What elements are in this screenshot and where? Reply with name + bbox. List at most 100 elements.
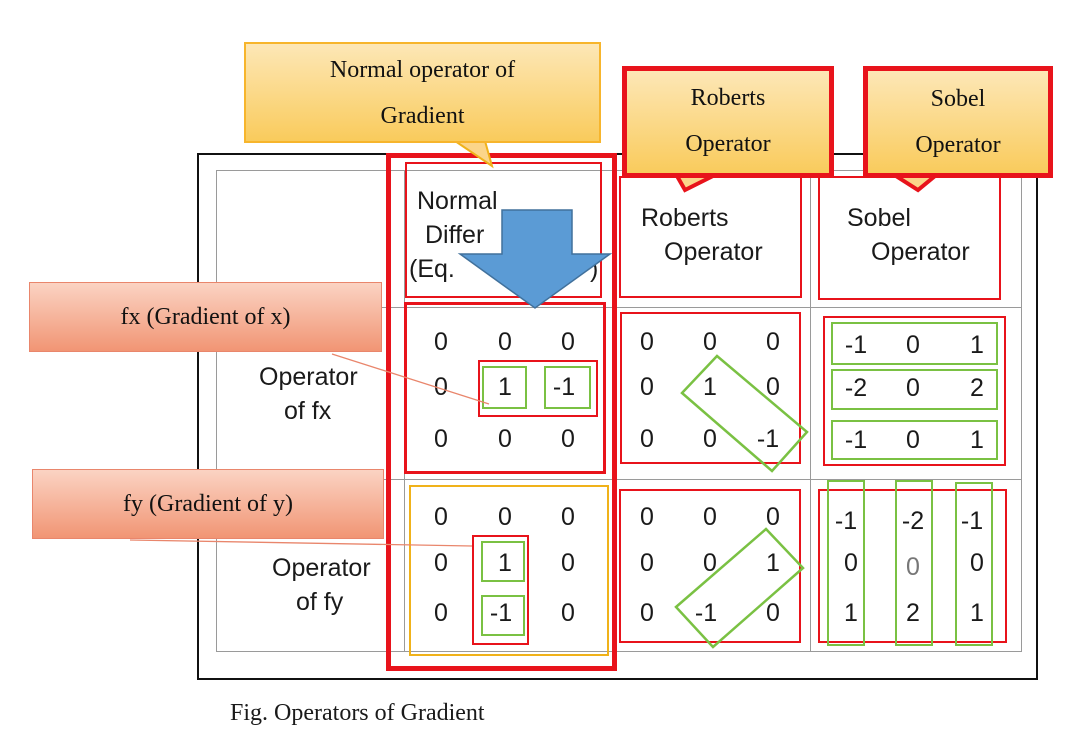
matrix-value: -1 <box>844 331 868 359</box>
matrix-value: 0 <box>766 373 780 401</box>
header-roberts-line2: Operator <box>664 238 763 266</box>
label-fx: fx (Gradient of x) <box>29 282 382 352</box>
matrix-value: 0 <box>970 549 984 577</box>
row-label-fy-line1: Operator <box>272 554 371 582</box>
matrix-value: -1 <box>552 373 576 401</box>
matrix-value: 0 <box>906 553 920 581</box>
connector-line <box>129 539 473 547</box>
matrix-value: -1 <box>960 507 984 535</box>
matrix-value: 0 <box>561 503 575 531</box>
row-label-fy-line2: of fy <box>296 588 344 616</box>
header-normal-line3b: ) <box>590 255 599 283</box>
grid-line <box>216 307 1022 308</box>
matrix-value: 2 <box>970 374 984 402</box>
matrix-value: 0 <box>561 549 575 577</box>
callout-sobel-line1: Sobel <box>930 86 986 112</box>
matrix-value: -1 <box>694 599 718 627</box>
matrix-value: 0 <box>434 599 448 627</box>
matrix-value: 0 <box>640 425 654 453</box>
matrix-value: -2 <box>901 507 925 535</box>
matrix-value: 0 <box>498 328 512 356</box>
header-normal-line2: Differ <box>425 221 485 249</box>
header-normal-line1: Normal <box>417 187 498 215</box>
highlight-normal-column <box>386 153 617 671</box>
highlight-sobel-fx <box>823 316 1006 466</box>
matrix-value: 0 <box>766 599 780 627</box>
matrix-value: -1 <box>834 507 858 535</box>
down-arrow-icon <box>457 209 613 309</box>
matrix-value: 0 <box>561 328 575 356</box>
matrix-value: 0 <box>434 549 448 577</box>
matrix-value: 2 <box>906 599 920 627</box>
callout-roberts-line2: Operator <box>685 131 771 157</box>
matrix-value: 0 <box>640 503 654 531</box>
matrix-value: 0 <box>766 328 780 356</box>
green-box <box>482 366 527 409</box>
connector-line <box>331 353 490 405</box>
label-fx-text: fx (Gradient of x) <box>120 304 291 330</box>
green-box <box>481 595 525 636</box>
matrix-value: -2 <box>844 374 868 402</box>
callout-sobel-line2: Operator <box>915 132 1001 158</box>
matrix-value: -1 <box>756 425 780 453</box>
callout-normal-line1: Normal operator of <box>329 57 516 83</box>
matrix-value: 0 <box>844 549 858 577</box>
matrix-value: 0 <box>434 373 448 401</box>
matrix-value: 0 <box>434 425 448 453</box>
callout-roberts-line1: Roberts <box>690 85 766 111</box>
green-box <box>481 541 525 582</box>
matrix-value: 1 <box>970 599 984 627</box>
matrix-value: 0 <box>906 331 920 359</box>
matrix-value: 0 <box>640 599 654 627</box>
matrix-value: -1 <box>489 599 513 627</box>
header-sobel-line2: Operator <box>871 238 970 266</box>
green-diagonal-box <box>680 354 809 473</box>
green-box <box>544 366 591 409</box>
highlight-roberts-fx <box>620 312 801 464</box>
grid-line <box>810 170 811 652</box>
callout-normal: Normal operator of Gradient <box>244 42 601 143</box>
matrix-value: -1 <box>844 426 868 454</box>
matrix-value: 0 <box>561 425 575 453</box>
table-inner-frame <box>216 170 1022 652</box>
matrix-value: 1 <box>766 549 780 577</box>
matrix-value: 0 <box>703 425 717 453</box>
matrix-value: 0 <box>703 549 717 577</box>
label-fy: fy (Gradient of y) <box>32 469 384 539</box>
label-fy-text: fy (Gradient of y) <box>123 491 293 517</box>
matrix-value: 0 <box>434 328 448 356</box>
matrix-value: 1 <box>844 599 858 627</box>
highlight-normal-header <box>405 162 602 298</box>
matrix-value: 1 <box>703 373 717 401</box>
matrix-value: 0 <box>434 503 448 531</box>
grid-line <box>216 479 1022 480</box>
green-box <box>831 322 998 365</box>
matrix-value: 0 <box>498 503 512 531</box>
green-box <box>955 482 993 646</box>
header-normal-line3a: (Eq. <box>409 255 455 283</box>
matrix-value: 0 <box>640 373 654 401</box>
matrix-value: 1 <box>970 331 984 359</box>
callout-sobel: Sobel Operator <box>863 66 1053 178</box>
green-box <box>831 369 998 410</box>
matrix-value: 0 <box>640 328 654 356</box>
callout-normal-line2: Gradient <box>380 103 465 129</box>
matrix-value: 0 <box>703 328 717 356</box>
matrix-value: 0 <box>640 549 654 577</box>
highlight-sobel-fy <box>818 489 1007 643</box>
matrix-value: 0 <box>906 374 920 402</box>
green-diagonal-box <box>674 527 805 649</box>
matrix-value: 0 <box>906 426 920 454</box>
matrix-value: 1 <box>498 549 512 577</box>
matrix-value: 0 <box>498 425 512 453</box>
row-label-fx-line1: Operator <box>259 363 358 391</box>
callout-roberts: Roberts Operator <box>622 66 834 178</box>
matrix-value: 0 <box>766 503 780 531</box>
matrix-value: 1 <box>498 373 512 401</box>
green-box <box>827 480 865 646</box>
header-roberts-line1: Roberts <box>641 204 729 232</box>
highlight-normal-fy-matrix <box>409 485 609 656</box>
header-sobel-line1: Sobel <box>847 204 911 232</box>
